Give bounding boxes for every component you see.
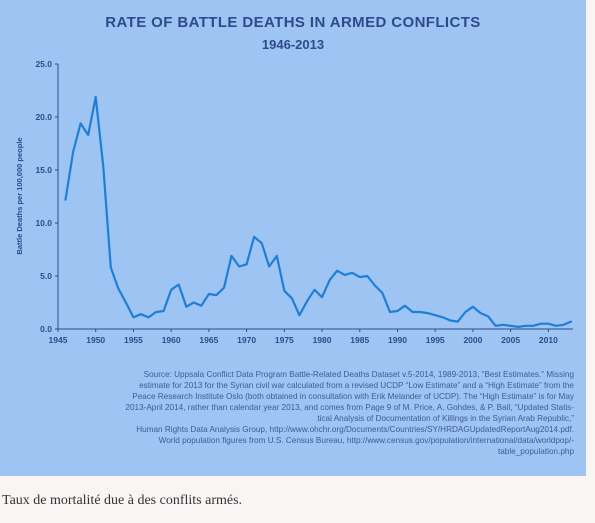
figure-caption: Taux de mortalité due à des conflits arm… [2, 493, 243, 508]
x-tick-label: 1960 [162, 335, 181, 345]
x-tick-label: 2000 [463, 335, 482, 345]
source-line: estimate for 2013 for the Syrian civil w… [139, 381, 574, 390]
x-tick-label: 2010 [539, 335, 558, 345]
y-tick-label: 15.0 [35, 165, 52, 175]
source-line: Source: Uppsala Conflict Data Program Ba… [143, 370, 574, 379]
y-tick-label: 10.0 [35, 218, 52, 228]
chart-axes: 0.0 5.0 10.0 15.0 20.0 25.0 1945 1950 1955 1960 19… [35, 59, 573, 345]
source-line: Human Rights Data Analysis Group, http:/… [136, 425, 574, 434]
source-line: World population figures from U.S. Censu… [158, 436, 574, 445]
x-tick-label: 1970 [237, 335, 256, 345]
x-tick-label: 1955 [124, 335, 143, 345]
y-axis-label: Battle Deaths per 100,000 people [15, 137, 24, 254]
x-tick-label: 1945 [49, 335, 68, 345]
x-tick-label: 1965 [199, 335, 218, 345]
x-tick-label: 2005 [501, 335, 520, 345]
x-tick-label: 1990 [388, 335, 407, 345]
x-tick-label: 1995 [426, 335, 445, 345]
line-chart: 0.0 5.0 10.0 15.0 20.0 25.0 1945 1950 1955 1960 19… [15, 59, 573, 345]
source-line: Peace Research Institute Oslo (both obta… [132, 392, 574, 401]
source-line: tical Analysis of Documentation of Killi… [317, 414, 574, 423]
y-tick-label: 5.0 [40, 271, 52, 281]
source-note: Source: Uppsala Conflict Data Program Ba… [6, 369, 574, 457]
source-line: table_population.php [497, 447, 574, 456]
y-tick-label: 20.0 [35, 112, 52, 122]
x-tick-label: 1980 [313, 335, 332, 345]
y-tick-label: 0.0 [40, 324, 52, 334]
chart-title: RATE OF BATTLE DEATHS IN ARMED CONFLICTS [105, 14, 481, 31]
y-tick-label: 25.0 [35, 59, 52, 69]
chart-subtitle: 1946-2013 [261, 37, 325, 52]
chart-panel: RATE OF BATTLE DEATHS IN ARMED CONFLICTS… [0, 0, 586, 476]
x-tick-label: 1950 [86, 335, 105, 345]
chart-marks [64, 95, 573, 328]
source-line: 2013-April 2014, rather than calendar ye… [125, 403, 574, 412]
x-tick-label: 1985 [350, 335, 369, 345]
series-line [64, 95, 573, 328]
x-tick-label: 1975 [275, 335, 294, 345]
